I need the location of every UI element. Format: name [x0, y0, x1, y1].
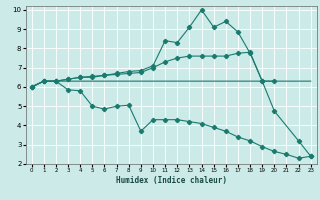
X-axis label: Humidex (Indice chaleur): Humidex (Indice chaleur) — [116, 176, 227, 185]
